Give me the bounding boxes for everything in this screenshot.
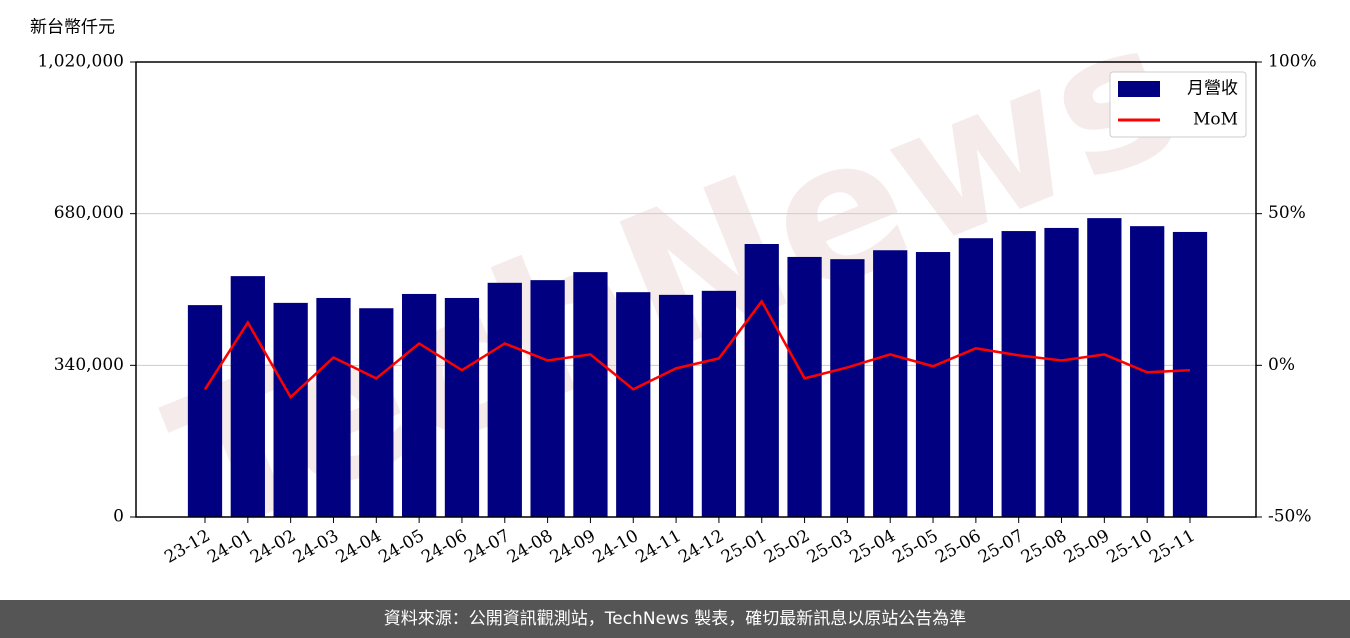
bar bbox=[873, 250, 908, 517]
x-tick-label: 25-07 bbox=[975, 526, 1027, 568]
bar bbox=[1001, 231, 1036, 517]
bar bbox=[915, 252, 951, 517]
x-tick-label: 25-10 bbox=[1103, 526, 1155, 568]
y-tick-label: 1,020,000 bbox=[37, 52, 124, 72]
x-tick-label: 25-01 bbox=[718, 526, 770, 568]
x-tick-label: 25-08 bbox=[1018, 526, 1070, 568]
y-tick-label: 0 bbox=[113, 507, 124, 527]
footer: 資料來源：公開資訊觀測站，TechNews 製表，確切最新訊息以原站公告為準 bbox=[384, 609, 966, 629]
legend-swatch bbox=[1118, 81, 1160, 97]
x-tick-label: 25-05 bbox=[889, 526, 941, 568]
x-tick-label: 24-04 bbox=[333, 526, 385, 568]
bar bbox=[187, 305, 223, 517]
bar bbox=[658, 294, 694, 517]
bar bbox=[573, 272, 608, 517]
y2-tick-label: 50% bbox=[1268, 203, 1306, 223]
legend: 月營收 MoM bbox=[1109, 71, 1247, 138]
x-tick-label: 25-02 bbox=[761, 526, 813, 568]
y-tick-label: 680,000 bbox=[54, 203, 124, 223]
bar bbox=[1087, 218, 1122, 518]
y-tick-label: 340,000 bbox=[54, 355, 124, 375]
x-tick-label: 25-04 bbox=[847, 526, 899, 568]
x-tick-label: 25-03 bbox=[804, 526, 856, 568]
x-tick-label: 25-11 bbox=[1146, 526, 1198, 568]
legend-label: 月營收 bbox=[1187, 79, 1238, 99]
plot-frame bbox=[135, 61, 1257, 518]
x-tick-label: 23-12 bbox=[161, 526, 213, 568]
y2-tick-label: 0% bbox=[1268, 355, 1295, 375]
x-tick-label: 24-05 bbox=[375, 526, 427, 568]
bar bbox=[487, 282, 522, 517]
bar bbox=[402, 293, 437, 517]
bar bbox=[530, 280, 565, 517]
bar bbox=[444, 297, 480, 517]
bar bbox=[616, 292, 651, 517]
x-tick-label: 24-09 bbox=[547, 526, 599, 568]
bar bbox=[359, 308, 394, 517]
bar bbox=[701, 290, 737, 517]
y2-tick-label: -50% bbox=[1268, 507, 1312, 527]
bar bbox=[1172, 231, 1208, 518]
x-tick-label: 24-10 bbox=[590, 526, 642, 568]
bar bbox=[273, 302, 308, 517]
bar bbox=[316, 297, 351, 517]
bar bbox=[230, 276, 265, 517]
bar bbox=[787, 256, 822, 517]
x-tick-label: 24-08 bbox=[504, 526, 556, 568]
x-tick-label: 25-06 bbox=[932, 526, 984, 568]
x-tick-label: 24-07 bbox=[461, 526, 513, 568]
line bbox=[203, 299, 1191, 400]
legend-label: MoM bbox=[1193, 110, 1238, 130]
bar bbox=[1044, 227, 1079, 518]
x-tick-label: 25-09 bbox=[1061, 526, 1113, 568]
y-axis-label: 新台幣仟元 bbox=[30, 18, 115, 38]
x-tick-label: 24-12 bbox=[675, 526, 727, 568]
y2-tick-label: 100% bbox=[1268, 52, 1317, 72]
x-tick-label: 24-06 bbox=[418, 526, 470, 568]
footer-band bbox=[0, 600, 1350, 638]
bar bbox=[830, 259, 865, 517]
x-tick-label: 24-11 bbox=[632, 526, 684, 568]
bar bbox=[958, 238, 993, 517]
bar bbox=[744, 244, 779, 517]
